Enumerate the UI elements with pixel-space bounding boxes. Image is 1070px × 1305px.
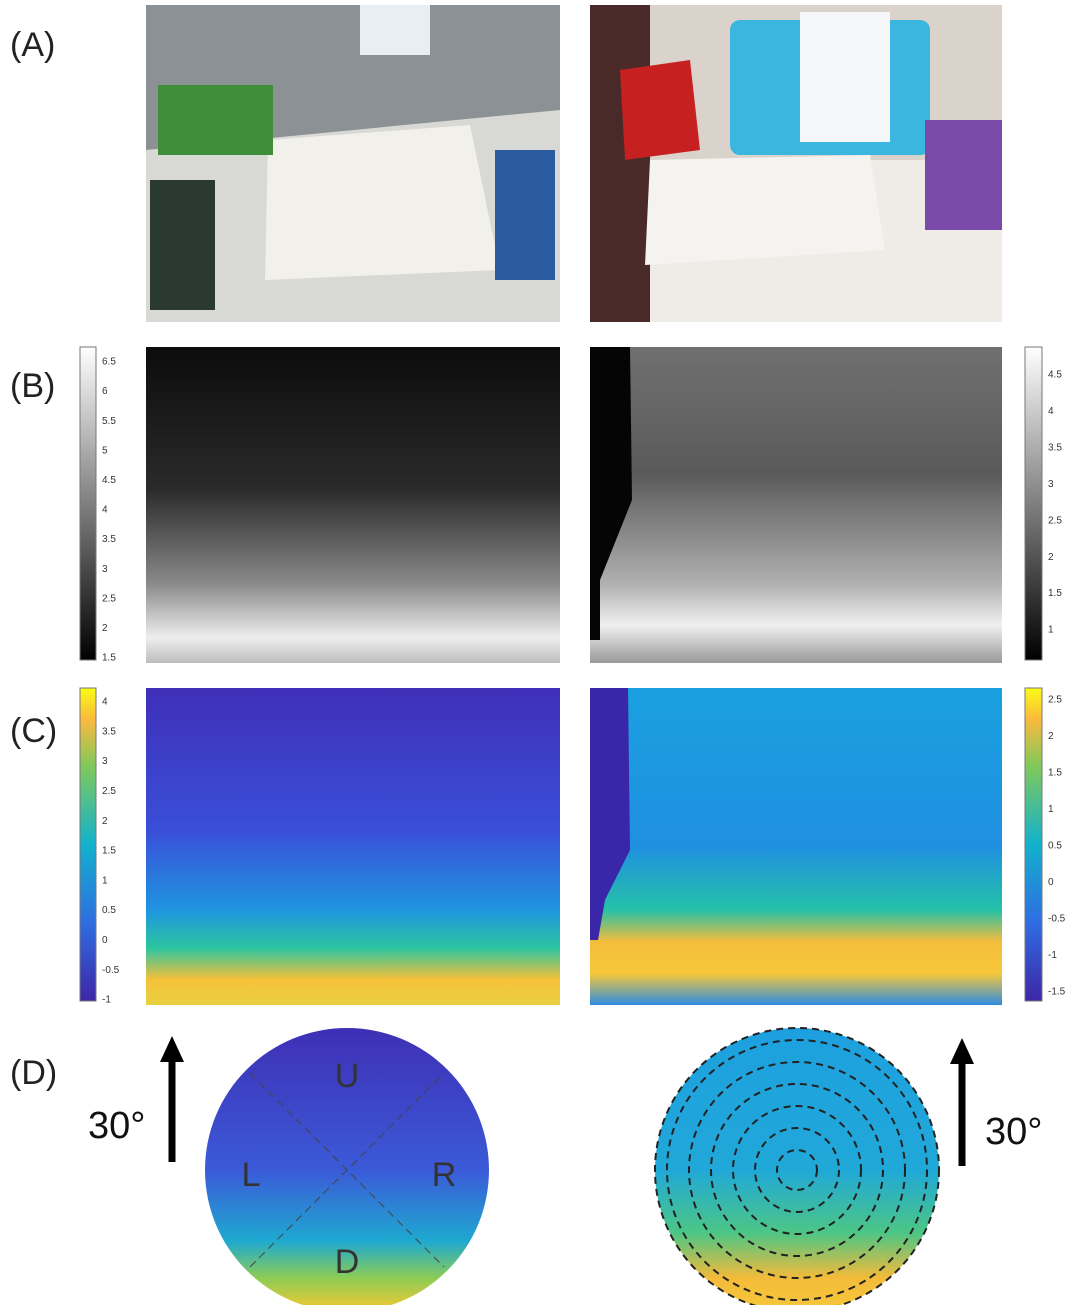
colorbar-tick-label: 1.5 <box>102 846 116 857</box>
panel-label: (C) <box>10 712 57 750</box>
colorbar-tick-label: 1 <box>102 875 108 886</box>
parula-map-right <box>590 688 1002 1005</box>
colorbar-tick-label: 3.5 <box>102 534 116 545</box>
colorbar-tick-label: 4 <box>1048 406 1054 417</box>
colorbar-tick-label: 3 <box>1048 479 1054 490</box>
colorbar-tick-label: -1.5 <box>1048 987 1066 998</box>
region-label: U <box>335 1057 360 1095</box>
region-label: D <box>335 1243 360 1281</box>
colorbar <box>1025 688 1042 1001</box>
photo-left <box>146 5 560 322</box>
angle-label: 30° <box>985 1111 1042 1153</box>
depth-map-right <box>590 347 1002 663</box>
colorbar-tick-label: 3 <box>102 756 108 767</box>
colorbar-tick-label: 1.5 <box>1048 588 1062 599</box>
arrow-head <box>160 1036 184 1062</box>
figure: (A) (B) (C) (D) 30° 30° U L R D 6.5 6 5.5 5… <box>0 0 1070 1305</box>
colorbar-tick-label: 2.5 <box>102 786 116 797</box>
colorbar-tick-label: 4 <box>102 697 108 708</box>
colorbar-tick-label: 3 <box>102 564 108 575</box>
colorbar-tick-label: 1.5 <box>1048 768 1062 779</box>
colorbar <box>1025 347 1042 660</box>
colorbar-tick-label: 0.5 <box>102 905 116 916</box>
colorbar-tick-label: 4 <box>102 505 108 516</box>
colorbar-tick-label: 4.5 <box>1048 370 1062 381</box>
colorbar-tick-label: 0.5 <box>1048 841 1062 852</box>
colorbar-tick-label: 2.5 <box>1048 515 1062 526</box>
angle-label: 30° <box>88 1105 145 1147</box>
colorbar-tick-label: 3.5 <box>102 726 116 737</box>
colorbar-tick-label: 4.5 <box>102 475 116 486</box>
photo-right <box>590 5 1002 322</box>
colorbar-tick-label: -1 <box>1048 950 1057 961</box>
colorbar-tick-label: 5 <box>102 445 108 456</box>
colorbar <box>80 347 96 660</box>
region-label: L <box>242 1156 261 1194</box>
colorbar-tick-label: 2 <box>102 623 108 634</box>
colorbar-tick-label: 0 <box>102 935 108 946</box>
colorbar-tick-label: -0.5 <box>102 965 120 976</box>
colorbar-tick-label: 0 <box>1048 877 1054 888</box>
colorbar-tick-label: 3.5 <box>1048 442 1062 453</box>
colorbar-tick-label: 2.5 <box>102 593 116 604</box>
colorbar-tick-label: 1.5 <box>102 653 116 664</box>
colorbar-tick-label: 2.5 <box>1048 695 1062 706</box>
panel-label: (D) <box>10 1054 57 1092</box>
colorbar-tick-label: 6 <box>102 386 108 397</box>
colorbar-tick-label: 2 <box>102 816 108 827</box>
colorbar-tick-label: 1 <box>1048 625 1054 636</box>
region-label: R <box>432 1156 457 1194</box>
colorbar-tick-label: 2 <box>1048 552 1054 563</box>
colorbar-tick-label: -0.5 <box>1048 914 1066 925</box>
colorbar-tick-label: 6.5 <box>102 357 116 368</box>
parula-map-left <box>146 688 560 1005</box>
arrow-head <box>950 1038 974 1064</box>
panel-label: (A) <box>10 26 55 64</box>
colorbar-tick-label: 2 <box>1048 731 1054 742</box>
colorbar-tick-label: 1 <box>1048 804 1054 815</box>
depth-map-left <box>146 347 560 663</box>
colorbar <box>80 688 96 1001</box>
colorbar-tick-label: 5.5 <box>102 416 116 427</box>
colorbar-tick-label: -1 <box>102 995 111 1006</box>
panel-label: (B) <box>10 367 55 405</box>
